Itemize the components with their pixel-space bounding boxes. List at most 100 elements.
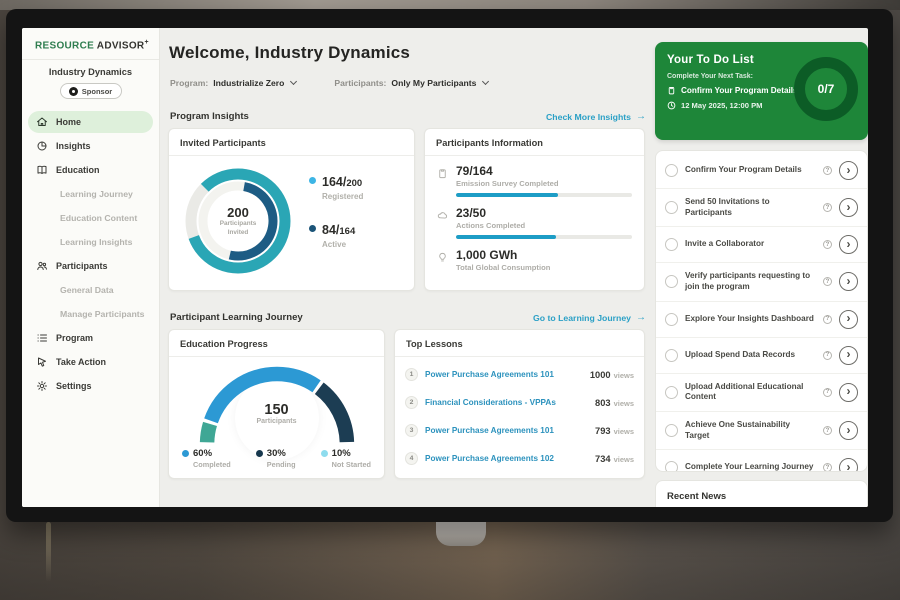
sidebar-item-learning-insights[interactable]: Learning Insights (28, 231, 153, 253)
sidebar-item-general-data[interactable]: General Data (28, 279, 153, 301)
lesson-row: 4 Power Purchase Agreements 102 734 views (395, 444, 644, 472)
info-icon[interactable]: ? (823, 387, 832, 397)
check-more-insights-link[interactable]: Check More Insights → (546, 111, 646, 122)
learning-journey-header: Participant Learning Journey Go to Learn… (170, 312, 646, 323)
sidebar-item-label: Program (56, 333, 94, 344)
task-chevron-button[interactable]: › (839, 458, 858, 471)
legend-dot (182, 450, 189, 457)
todo-due-date: 12 May 2025, 12:00 PM (667, 101, 856, 110)
task-chevron-button[interactable]: › (839, 382, 858, 402)
legend-dot (309, 177, 316, 184)
go-to-learning-journey-link[interactable]: Go to Learning Journey → (533, 312, 646, 323)
sidebar-item-settings[interactable]: Settings (28, 375, 153, 397)
task-chevron-button[interactable]: › (839, 235, 858, 255)
views-count: 793 (595, 426, 611, 436)
sidebar-item-label: Education Content (60, 213, 138, 224)
sidebar-item-take-action[interactable]: Take Action (28, 351, 153, 373)
task-chevron-button[interactable]: › (839, 272, 858, 292)
sidebar-item-insights[interactable]: Insights (28, 135, 153, 157)
task-row: Confirm Your Program Details ? › (656, 153, 867, 189)
task-chevron-button[interactable]: › (839, 345, 858, 365)
info-icon[interactable]: ? (823, 426, 832, 436)
stat-total-consumption: 1,000 GWh Total Global Consumption (437, 248, 632, 277)
task-checkbox[interactable] (665, 348, 678, 362)
rank-badge: 4 (405, 451, 418, 465)
task-checkbox[interactable] (665, 201, 678, 215)
insights-icon (37, 141, 47, 151)
task-checkbox[interactable] (665, 164, 678, 177)
info-icon[interactable]: ? (823, 350, 832, 360)
todo-tasks-card: Confirm Your Program Details ? › Send 50… (655, 150, 868, 472)
sidebar-item-label: Insights (56, 141, 91, 152)
participants-information-card: Participants Information 79/164 Emission… (424, 128, 645, 291)
background-top-strip (0, 0, 900, 10)
participants-filter-value: Only My Participants (391, 78, 477, 88)
section-title: Participant Learning Journey (170, 312, 303, 323)
lesson-row: 3 Power Purchase Agreements 101 793 views (395, 416, 644, 444)
task-chevron-button[interactable]: › (839, 421, 858, 441)
todo-header-card: Your To Do List Complete Your Next Task:… (655, 42, 868, 140)
stat-label: Total Global Consumption (456, 263, 551, 272)
sidebar-item-label: Home (56, 117, 82, 128)
info-icon[interactable]: ? (823, 240, 832, 250)
task-label: Achieve One Sustainability Target (685, 419, 791, 440)
sidebar-item-participants[interactable]: Participants (28, 255, 153, 277)
sponsor-badge-label: Sponsor (81, 86, 113, 96)
todo-counter: 0/7 (817, 82, 835, 96)
legend-pending: 30% Pending (255, 448, 296, 469)
gauge-value: 150 (264, 402, 289, 418)
progress-fill (456, 193, 559, 197)
info-icon[interactable]: ? (823, 463, 832, 471)
task-checkbox[interactable] (665, 461, 678, 471)
lesson-row: 5 Power Purchase Agreements 103 600views (395, 472, 644, 478)
brand-secondary: ADVISOR (96, 40, 145, 52)
info-icon[interactable]: ? (823, 203, 832, 213)
task-row: Upload Additional Educational Content ? … (656, 374, 867, 412)
info-icon[interactable]: ? (823, 314, 832, 324)
legend-registered: 164/200 Registered (309, 173, 363, 201)
chevron-down-icon (290, 77, 298, 86)
task-label: Confirm Your Program Details (685, 165, 802, 175)
task-checkbox[interactable] (665, 238, 678, 252)
task-checkbox[interactable] (665, 424, 678, 438)
task-label: Complete Your Learning Journey (685, 462, 814, 472)
lesson-link[interactable]: Power Purchase Agreements 101 (425, 425, 554, 435)
brand-logo: RESOURCE ADVISOR+ (22, 28, 159, 59)
info-icon[interactable]: ? (823, 166, 832, 175)
task-checkbox[interactable] (665, 312, 678, 326)
task-checkbox[interactable] (665, 275, 678, 289)
sidebar-item-manage-participants[interactable]: Manage Participants (28, 303, 153, 325)
progress-fill (456, 235, 557, 239)
sidebar-item-program[interactable]: Program (28, 327, 153, 349)
task-row: Explore Your Insights Dashboard ? › (656, 302, 867, 338)
task-chevron-button[interactable]: › (839, 309, 858, 329)
lesson-link[interactable]: Financial Considerations - VPPAs (425, 397, 556, 407)
invited-total: 200 (227, 204, 249, 220)
sidebar-item-education-content[interactable]: Education Content (28, 207, 153, 229)
sidebar-item-label: Settings (56, 381, 92, 392)
task-chevron-button[interactable]: › (839, 198, 858, 218)
education-progress-gauge (199, 366, 355, 445)
legend-dot (320, 450, 328, 457)
clock-icon (667, 101, 676, 110)
clipboard-icon (439, 169, 446, 179)
lesson-link[interactable]: Power Purchase Agreements 101 (425, 369, 554, 379)
program-filter[interactable]: Program: Industrialize Zero (170, 77, 298, 88)
sidebar-item-learning-journey[interactable]: Learning Journey (28, 183, 153, 205)
rank-badge: 1 (405, 367, 418, 381)
sidebar-item-education[interactable]: Education (28, 159, 153, 181)
lesson-link[interactable]: Power Purchase Agreements 102 (425, 453, 554, 463)
sponsor-badge[interactable]: Sponsor (59, 83, 122, 100)
sidebar-item-home[interactable]: Home (28, 111, 153, 134)
monitor-bezel: RESOURCE ADVISOR+ Industry Dynamics Spon… (6, 9, 893, 522)
task-checkbox[interactable] (665, 385, 678, 399)
education-progress-card: Education Progress 150 Participants 60% … (168, 329, 385, 479)
task-chevron-button[interactable]: › (839, 161, 858, 180)
task-label: Invite a Collaborator (685, 239, 765, 249)
home-icon (37, 117, 47, 127)
legend-dot (255, 450, 263, 457)
gauge-center-label: 150 Participants (169, 402, 384, 425)
info-icon[interactable]: ? (823, 277, 832, 287)
participants-filter[interactable]: Participants: Only My Participants (334, 77, 490, 88)
legend-dot (309, 225, 316, 232)
